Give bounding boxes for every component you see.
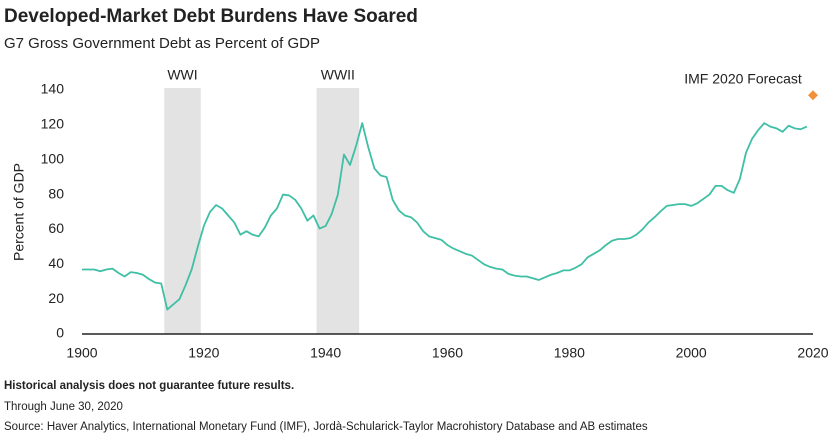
debt-line [82, 122, 808, 311]
x-tick-label: 1940 [310, 345, 341, 361]
chart-subtitle: G7 Gross Government Debt as Percent of G… [4, 35, 320, 52]
band-label: WWI [167, 67, 197, 83]
y-tick-label: 140 [41, 81, 65, 97]
war-band [316, 88, 360, 334]
forecast-point [808, 90, 818, 101]
x-tick-label: 1920 [188, 345, 219, 361]
y-tick-label: 120 [41, 116, 65, 132]
forecast-label: IMF 2020 Forecast [684, 71, 802, 87]
x-tick-label: 1900 [66, 345, 97, 361]
footnote: Through June 30, 2020 [4, 401, 123, 413]
y-axis-label: Percent of GDP [11, 163, 27, 261]
y-tick-label: 0 [56, 325, 64, 341]
y-tick-label: 40 [48, 255, 64, 271]
footnote: Historical analysis does not guarantee f… [4, 380, 294, 392]
y-tick-label: 20 [48, 290, 64, 306]
y-tick-label: 60 [48, 220, 64, 236]
war-band [164, 88, 201, 334]
x-tick-label: 2000 [676, 345, 707, 361]
y-tick-label: 100 [41, 150, 65, 166]
band-label: WWII [321, 67, 355, 83]
footnote: Source: Haver Analytics, International M… [4, 421, 648, 433]
y-tick-label: 80 [48, 185, 64, 201]
x-tick-label: 2020 [797, 345, 828, 361]
x-tick-label: 1960 [432, 345, 463, 361]
chart-title: Developed-Market Debt Burdens Have Soare… [4, 6, 418, 27]
x-tick-label: 1980 [554, 345, 585, 361]
